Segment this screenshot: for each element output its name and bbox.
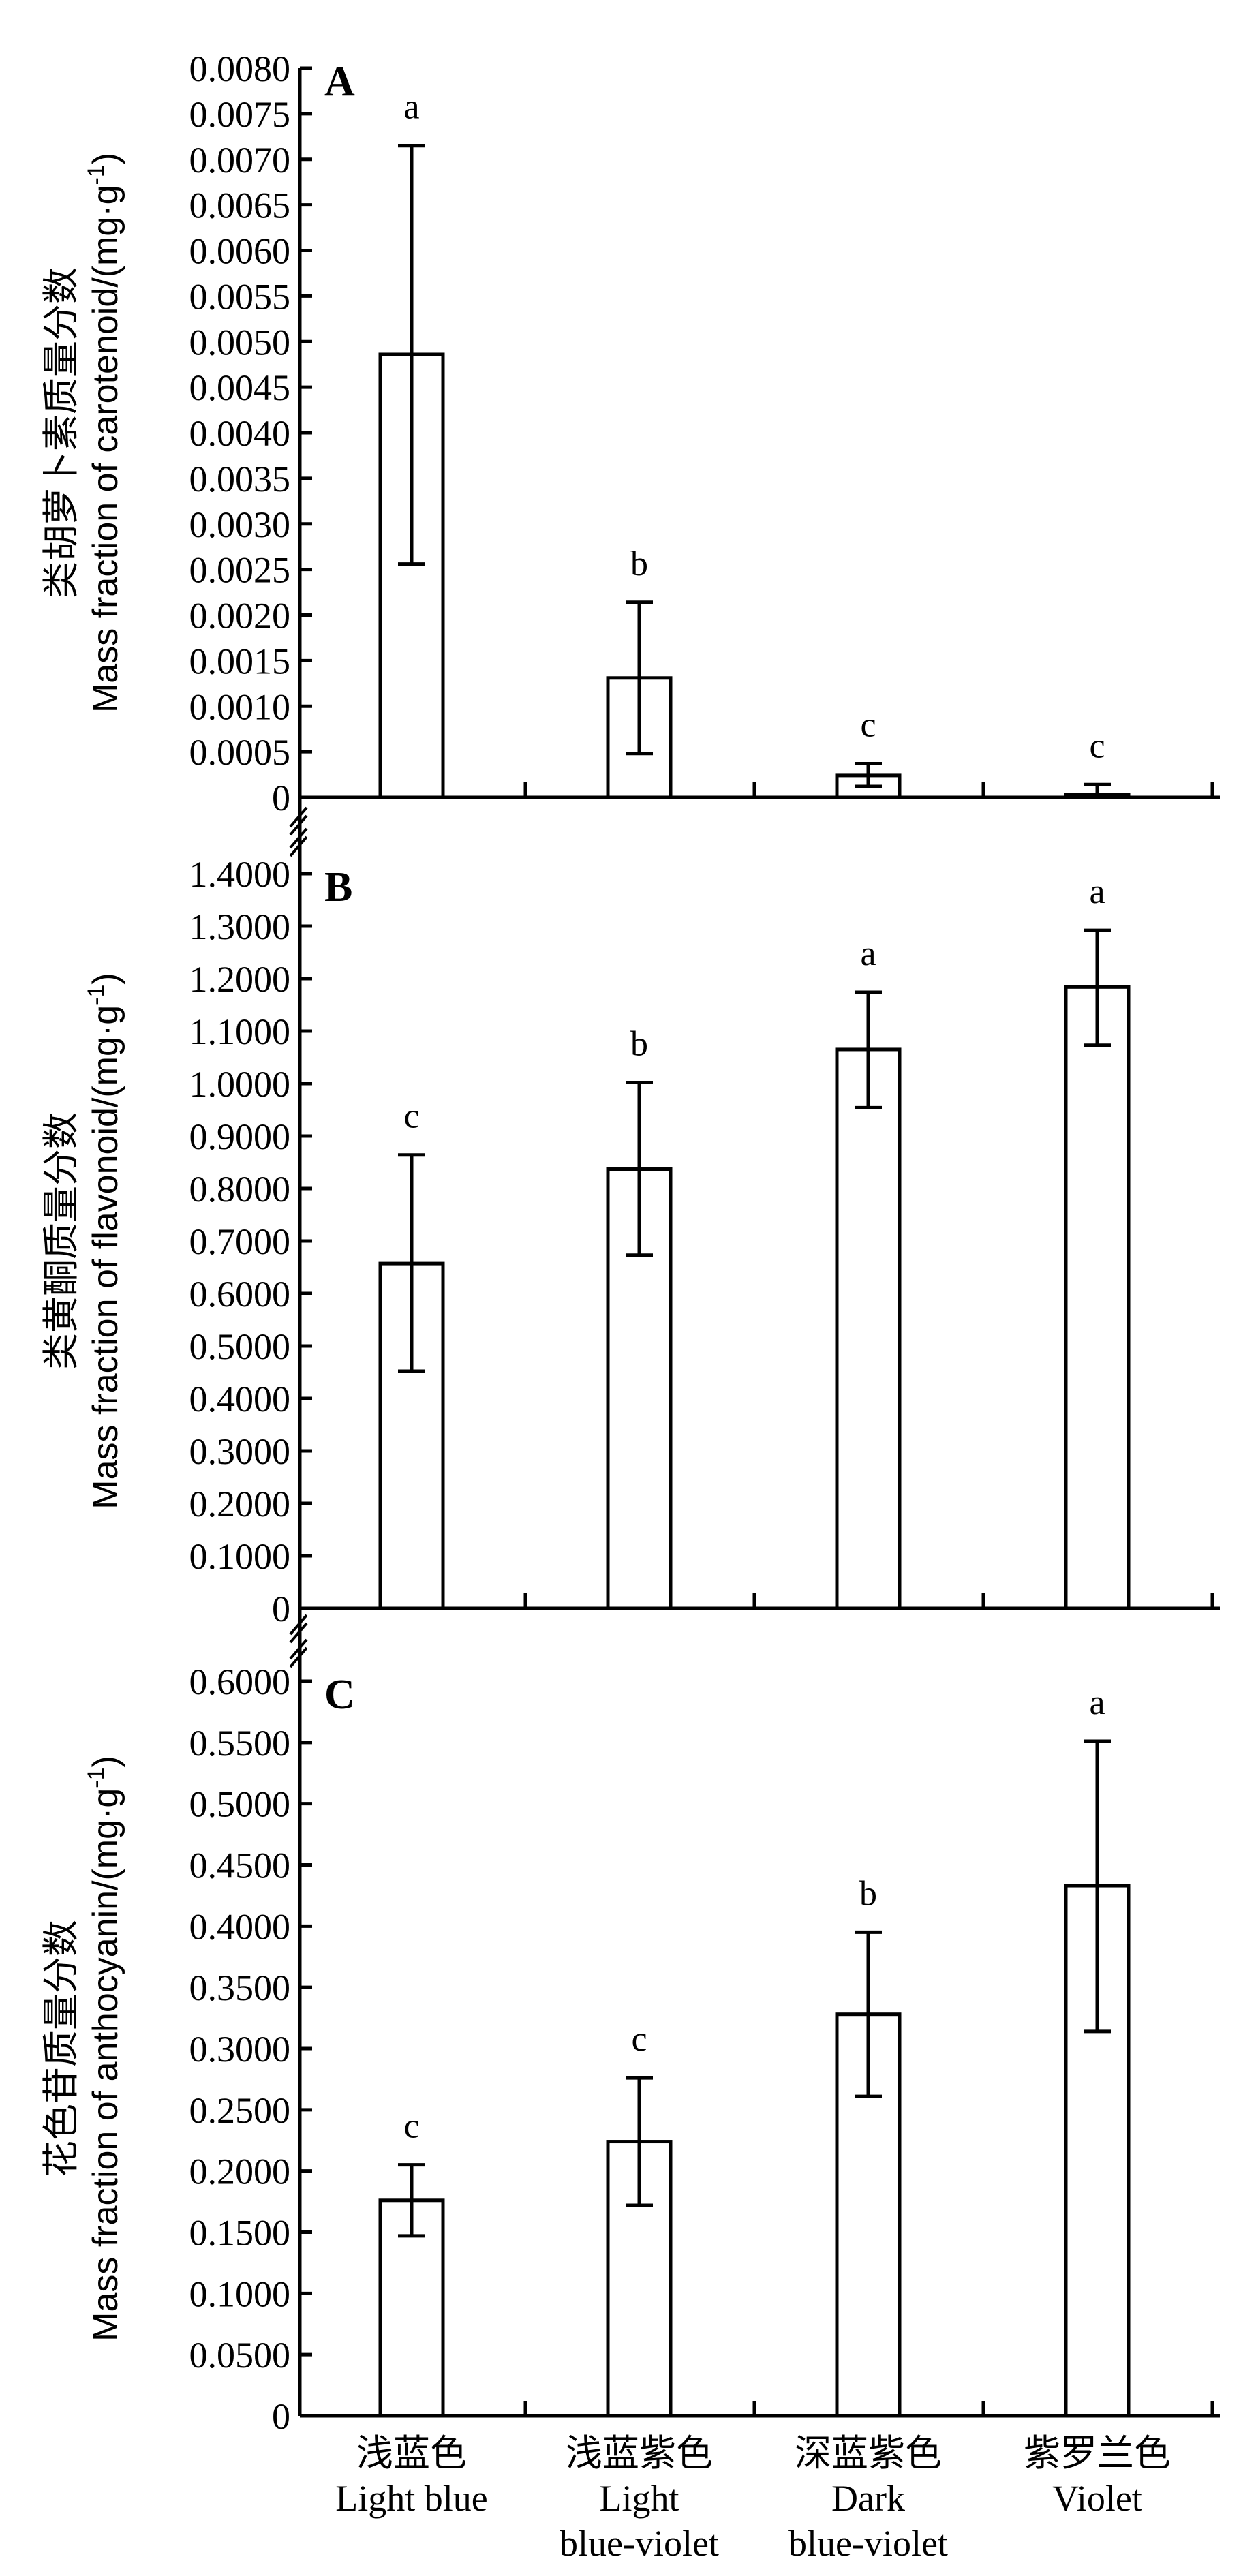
y-tick-label: 0.0015 — [189, 641, 291, 681]
y-tick-label: 0 — [272, 2396, 290, 2437]
panel-label: C — [324, 1672, 355, 1718]
category-label-en: blue-violet — [560, 2523, 719, 2564]
significance-letter: b — [630, 545, 648, 583]
y-axis-title-close: ) — [86, 153, 125, 164]
y-tick-label: 0.0020 — [189, 596, 291, 637]
y-tick-label: 0.5000 — [189, 1784, 291, 1825]
y-tick-label: 0.6000 — [189, 1274, 291, 1315]
y-tick-label: 1.3000 — [189, 906, 291, 947]
category-label-en: Light — [600, 2478, 679, 2519]
y-tick-label: 0.0030 — [189, 504, 291, 545]
y-tick-label: 0.8000 — [189, 1169, 291, 1210]
panel-A: 00.00050.00100.00150.00200.00250.00300.0… — [41, 48, 1220, 857]
y-tick-label: 0.0035 — [189, 459, 291, 500]
y-tick-label: 0.4000 — [189, 1906, 291, 1947]
y-tick-label: 0.9000 — [189, 1116, 291, 1157]
panel-C: 0 0.0500 0.1000 0.1500 0.2000 0.2500 0.3000 0.3… — [41, 1614, 1220, 2437]
significance-letter: a — [1089, 872, 1105, 911]
y-tick-label: 0.6000 — [189, 1661, 291, 1702]
y-tick-label: 0.0500 — [189, 2335, 291, 2376]
y-axis-title-superscript: -1 — [83, 1767, 109, 1788]
y-tick-label: 0.1000 — [189, 2273, 291, 2314]
y-axis-title-close: ) — [86, 972, 125, 984]
bar — [835, 1047, 902, 1610]
y-tick-label: 0 — [272, 1589, 290, 1629]
y-tick-label: 0.7000 — [189, 1221, 291, 1262]
category-label-zh: 浅蓝紫色 — [566, 2433, 713, 2474]
y-axis-title-en: Mass fraction of flavonoid/(mg·g-1) — [83, 972, 125, 1509]
y-tick-label: 0.1500 — [189, 2213, 291, 2254]
y-axis-title-superscript: -1 — [83, 985, 109, 1005]
y-axis-title-zh: 花色苷质量分数 — [41, 1920, 82, 2177]
y-tick-label: 0.1000 — [189, 1536, 291, 1577]
y-tick-label: 0 — [272, 778, 290, 818]
y-tick-label: 0.0065 — [189, 185, 291, 226]
y-axis-title-text: Mass fraction of anthocyanin/(mg·g — [86, 1788, 125, 2342]
y-tick-label: 0.0060 — [189, 231, 291, 272]
axis-break-mark — [289, 1614, 308, 1636]
y-tick-label: 0.0045 — [189, 367, 291, 408]
category-label-zh: 浅蓝色 — [356, 2433, 467, 2474]
y-tick-label: 0.0050 — [189, 322, 291, 363]
y-tick-label: 0.2000 — [189, 1484, 291, 1524]
category-label-zh: 深蓝紫色 — [795, 2433, 942, 2474]
y-axis-title-superscript: -1 — [83, 164, 109, 185]
y-tick-label: 0.2000 — [189, 2151, 291, 2192]
significance-letter: c — [1089, 726, 1105, 765]
y-tick-label: 1.0000 — [189, 1064, 291, 1105]
y-tick-label: 0.0070 — [189, 140, 291, 181]
y-tick-label: 0.5500 — [189, 1723, 291, 1764]
y-axis-title-text: Mass fraction of flavonoid/(mg·g — [86, 1005, 125, 1509]
y-tick-label: 0.0005 — [189, 732, 291, 773]
category-label-en: blue-violet — [788, 2523, 948, 2564]
axis-break-mark — [289, 814, 308, 836]
significance-letter: a — [1089, 1683, 1105, 1722]
y-tick-label: 0.0010 — [189, 686, 291, 727]
y-tick-label: 0.3000 — [189, 2029, 291, 2070]
significance-letter: b — [630, 1024, 648, 1063]
significance-letter: a — [403, 88, 419, 127]
y-tick-label: 0.0040 — [189, 413, 291, 454]
axis-break-mark — [289, 1622, 308, 1644]
significance-letter: c — [631, 2020, 647, 2059]
significance-letter: c — [860, 706, 876, 745]
y-tick-label: 1.1000 — [189, 1011, 291, 1052]
y-tick-label: 0.0080 — [189, 48, 291, 89]
y-tick-label: 0.2500 — [189, 2090, 291, 2131]
y-tick-label: 0.5000 — [189, 1326, 291, 1367]
y-tick-label: 0.0055 — [189, 276, 291, 317]
y-axis-title-zh: 类胡萝卜素质量分数 — [41, 267, 82, 598]
significance-letter: b — [859, 1874, 877, 1913]
y-tick-label: 0.0075 — [189, 94, 291, 135]
y-axis-title-close: ) — [86, 1755, 125, 1767]
y-tick-label: 1.4000 — [189, 854, 291, 895]
y-axis-title-text: Mass fraction of carotenoid/(mg·g — [86, 185, 125, 714]
y-tick-label: 0.3000 — [189, 1431, 291, 1472]
significance-letter: c — [403, 1097, 419, 1136]
panel-B: 0 0.1000 0.2000 0.3000 0.4000 0.5000 0.6000 0.7… — [41, 806, 1220, 1668]
y-tick-label: 0.0025 — [189, 550, 291, 591]
y-axis-title-en: Mass fraction of anthocyanin/(mg·g-1) — [83, 1755, 125, 2342]
category-label-en: Dark — [831, 2478, 905, 2519]
category-label-zh: 紫罗兰色 — [1024, 2433, 1171, 2474]
category-label-en: Light blue — [335, 2478, 487, 2519]
significance-letter: c — [403, 2107, 419, 2146]
panel-label: B — [324, 864, 352, 910]
category-label-en: Violet — [1052, 2478, 1142, 2519]
y-axis-title-zh: 类黄酮质量分数 — [41, 1112, 82, 1370]
significance-letter: a — [860, 934, 876, 973]
y-axis-title-en: Mass fraction of carotenoid/(mg·g-1) — [83, 153, 125, 713]
y-tick-label: 0.4000 — [189, 1379, 291, 1420]
y-tick-label: 0.4500 — [189, 1845, 291, 1886]
axis-break-mark — [289, 806, 308, 828]
y-tick-label: 1.2000 — [189, 959, 291, 1000]
panel-label: A — [324, 59, 355, 105]
y-tick-label: 0.3500 — [189, 1967, 291, 2008]
bar — [1064, 985, 1131, 1610]
